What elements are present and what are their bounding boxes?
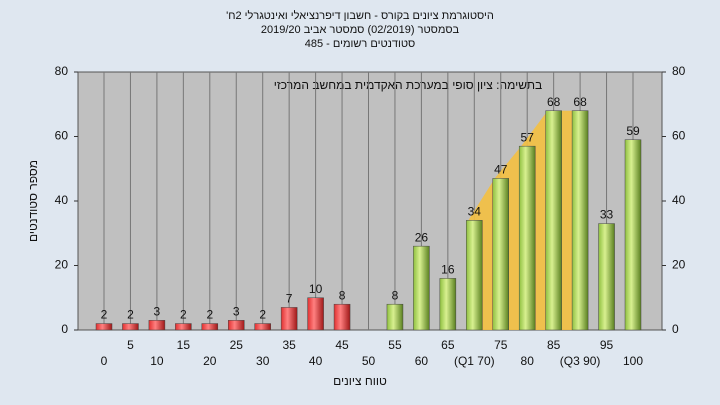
x-tick-label: 85 [547, 338, 561, 352]
bar [571, 110, 589, 331]
bar [413, 245, 430, 331]
value-label: 57 [521, 130, 535, 144]
x-tick-label: 15 [177, 338, 191, 352]
bar [492, 178, 509, 331]
bar [148, 320, 166, 331]
value-label: 59 [626, 124, 640, 138]
y2-tick-label: 80 [672, 64, 686, 78]
bar [307, 297, 324, 331]
x-tick-label: (Q3 90) [560, 354, 601, 368]
value-label: 33 [600, 208, 614, 222]
x-tick-label: (Q1 70) [454, 354, 495, 368]
x-tick-label: 35 [282, 338, 296, 352]
value-label: 68 [573, 95, 587, 109]
bar [466, 220, 483, 331]
value-label: 26 [415, 230, 429, 244]
value-label: 7 [286, 292, 293, 306]
bar [122, 323, 139, 331]
value-label: 2 [259, 308, 266, 322]
value-label: 68 [547, 95, 561, 109]
x-tick-label: 20 [203, 354, 217, 368]
x-tick-label: 80 [521, 354, 535, 368]
y-tick-label: 80 [55, 64, 69, 78]
bar [518, 145, 536, 331]
value-label: 2 [180, 308, 187, 322]
y2-tick-label: 40 [672, 193, 686, 207]
x-tick-label: 75 [494, 338, 508, 352]
value-label: 2 [101, 308, 108, 322]
annotation: בתשימה: ציון סופי במערכת האקדמית במחשב ה… [274, 78, 542, 92]
value-label: 47 [494, 163, 508, 177]
x-tick-label: 5 [127, 338, 134, 352]
y2-tick-label: 20 [672, 258, 686, 272]
x-tick-label: 0 [101, 354, 108, 368]
x-tick-label: 40 [309, 354, 323, 368]
bar [624, 139, 642, 331]
bar [439, 278, 457, 331]
y-tick-label: 0 [61, 322, 68, 336]
y-axis-label: מספר סטודנטים [26, 160, 40, 242]
bar [228, 320, 245, 331]
bar [201, 323, 219, 331]
value-label: 2 [206, 308, 213, 322]
y-tick-label: 40 [55, 193, 69, 207]
x-tick-label: 30 [256, 354, 270, 368]
x-tick-label: 10 [150, 354, 164, 368]
x-tick-label: 60 [415, 354, 429, 368]
bar [254, 323, 271, 331]
x-tick-label: 65 [441, 338, 455, 352]
value-label: 3 [233, 304, 240, 318]
bar [598, 223, 615, 331]
x-tick-label: 25 [230, 338, 244, 352]
x-tick-label: 100 [623, 354, 643, 368]
y2-tick-label: 0 [672, 322, 679, 336]
value-label: 3 [154, 304, 161, 318]
bar [333, 303, 351, 331]
bar [175, 323, 192, 331]
value-label: 34 [468, 205, 482, 219]
x-tick-label: 45 [335, 338, 349, 352]
value-label: 16 [441, 263, 455, 277]
x-tick-label: 50 [362, 354, 376, 368]
bar [280, 307, 298, 331]
x-tick-label: 55 [388, 338, 402, 352]
title-line: בסמסטר (02/2019) סמסטר אביב 2019/20 [261, 24, 460, 36]
y2-tick-label: 60 [672, 129, 686, 143]
value-label: 8 [339, 288, 346, 302]
title-line: היסטוגרמת ציונים בקורס - חשבון דיפרנציאל… [226, 9, 494, 22]
value-label: 2 [127, 308, 134, 322]
bar [545, 110, 562, 331]
bar [95, 323, 113, 331]
y-tick-label: 20 [55, 258, 69, 272]
title-line: סטודנטים רשומים - 485 [305, 38, 416, 50]
y-tick-label: 60 [55, 129, 69, 143]
value-label: 8 [392, 288, 399, 302]
x-axis-label: טווח ציונים [333, 374, 387, 388]
x-tick-label: 95 [600, 338, 614, 352]
value-label: 10 [309, 282, 323, 296]
bar [386, 303, 404, 331]
